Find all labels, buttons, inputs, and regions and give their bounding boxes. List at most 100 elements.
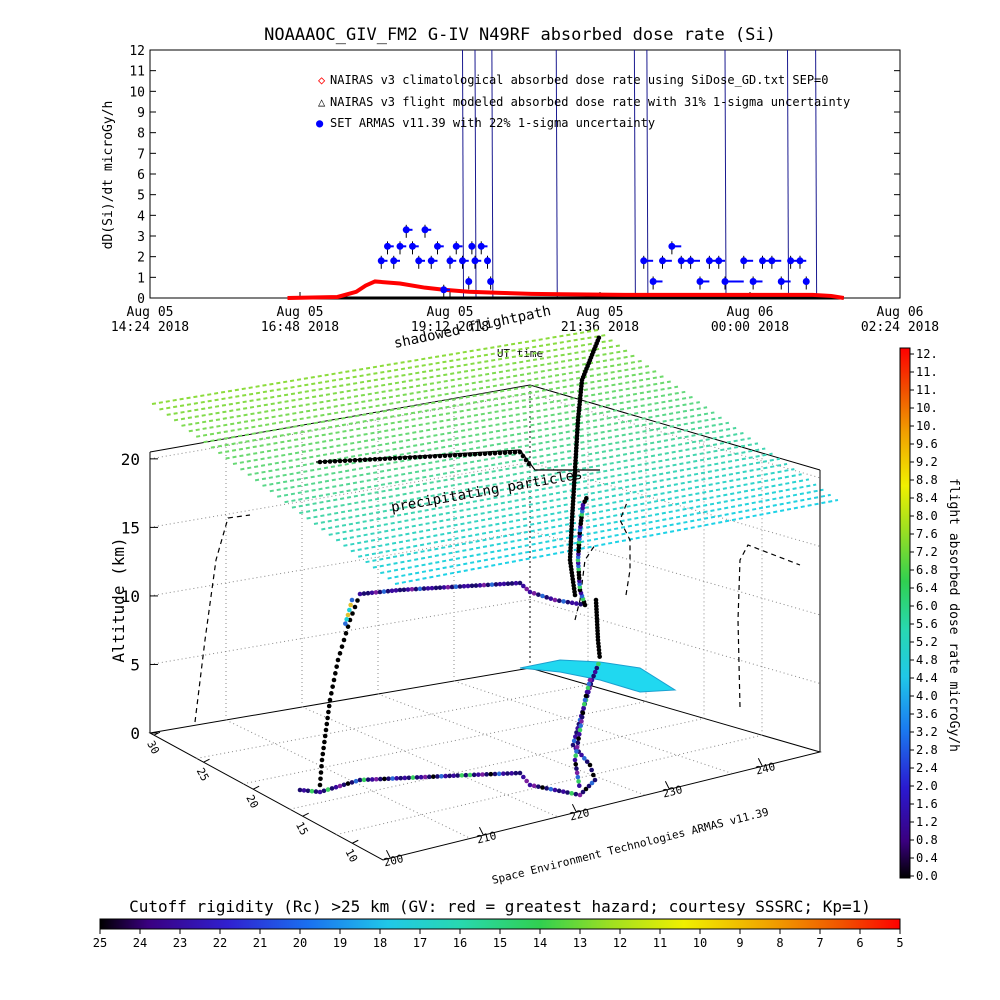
trajectory-point [531,783,537,789]
precipitation-line [218,375,664,455]
trajectory-point [457,452,463,458]
segment-marker-line [815,49,818,299]
precipitation-line [151,329,599,405]
rigidity-tick-label: 14 [533,936,547,950]
rigidity-tick-label: 8 [776,936,783,950]
trajectory-point [581,701,587,707]
legend-label-armas: SET ARMAS v11.39 with 22% 1-sigma uncert… [330,116,655,130]
longitude-tick-label: 200 [382,852,404,869]
precipitation-line [372,483,817,569]
trajectory-point [297,787,303,793]
latitude-tick-label: 30 [144,739,162,757]
segment-marker-line [724,49,727,299]
y-tick-label: 0 [137,292,145,307]
trajectory-point [461,583,467,589]
trajectory-point [582,697,588,703]
y-tick-label: 3 [137,230,145,245]
trajectory-point [488,771,494,777]
trajectory-point [526,461,532,467]
armas-point [409,242,416,250]
trajectory-point [321,745,326,751]
rigidity-tick-label: 18 [373,936,387,950]
trajectory-point [441,585,447,590]
colorbar-tick-label: 0.4 [916,851,938,865]
armas-point [477,242,485,250]
latitude-axis: 30 25 20 15 10 [144,731,360,865]
dose-colorbar-label: flight absorbed dose rate microGy/h [946,478,961,752]
trajectory-point [319,757,325,763]
armas-point [759,257,766,265]
dose-chart-title: NOAAAOC_GIV_FM2 G-IV N49RF absorbed dose… [264,25,776,45]
trajectory-point [592,777,598,783]
armas-point [377,257,385,265]
x-tick-label-date: Aug 05 [277,305,324,320]
trajectory-point [527,782,533,788]
trajectory-point [548,786,554,792]
floor-grid-line [243,701,647,785]
latitude-tick-mark [252,785,260,790]
trajectory-point [309,788,315,794]
trajectory-point [373,776,379,782]
x-tick-label-date: Aug 05 [427,305,474,320]
trajectory-point [579,752,584,758]
longitude-tick-label: 210 [475,829,497,846]
trajectory-point [313,789,319,794]
trajectory-point [398,775,404,781]
armas-point [396,242,404,250]
trajectory-point [367,457,373,462]
altitude-axis-label: Altitude (km) [109,537,128,662]
trajectory-point [321,788,327,794]
altitude-tick-label: 0 [130,724,140,743]
trajectory-point [571,738,577,744]
rigidity-tick-label: 17 [413,936,427,950]
floor-grid-line [289,717,705,810]
colorbar-tick-label: 8.8 [916,473,938,487]
latitude-tick-mark [153,731,161,736]
longitude-tick-label: 240 [754,760,776,777]
legend-symbol-armas: ● [316,116,324,130]
trajectory-point [485,582,491,588]
dose-y-axis-label: dD(Si)/dt microGy/h [101,101,116,250]
trajectory-point [418,774,424,780]
trajectory-point [484,772,489,777]
trajectory-point [512,449,518,455]
armas-point [468,242,476,250]
rigidity-tick-label: 12 [613,936,627,950]
trajectory-point [592,669,598,675]
altitude-tick-label: 10 [121,587,140,606]
floor-grid-line [377,693,646,796]
y-tick-label: 6 [137,168,145,183]
legend-symbol-modeled: △ [318,95,326,109]
precipitation-line [365,478,810,564]
trajectory-point [435,774,440,779]
precipitation-line [380,488,824,575]
colorbar-tick-label: 11. [916,365,938,379]
trajectory-point [501,581,507,587]
trajectory-point [407,455,413,460]
latitude-tick-label: 25 [194,766,212,784]
trajectory-point [432,453,438,459]
segment-marker-line [555,49,558,299]
trajectory-point [347,458,353,463]
trajectory-point [552,787,558,793]
floor-grid-line [453,680,733,775]
x-tick-label-time: 02:24 2018 [861,320,939,335]
trajectory-point [352,457,358,463]
trajectory-point [591,772,596,778]
trajectory-point [422,774,428,780]
trajectory-point [536,592,541,597]
legend-symbol-climatological: ◇ [318,73,326,87]
precipitation-line [225,380,671,460]
trajectory-point [505,771,510,776]
trajectory-point [583,693,589,699]
y-tick-label: 2 [137,251,145,266]
trajectory-point [410,775,416,780]
trajectory-point [426,774,432,780]
trajectory-point [587,677,593,683]
colorbar-tick-label: 2.4 [916,761,938,775]
colorbar-tick-label: 10. [916,401,938,415]
trajectory-point [344,617,349,622]
trajectory-point [345,624,351,629]
